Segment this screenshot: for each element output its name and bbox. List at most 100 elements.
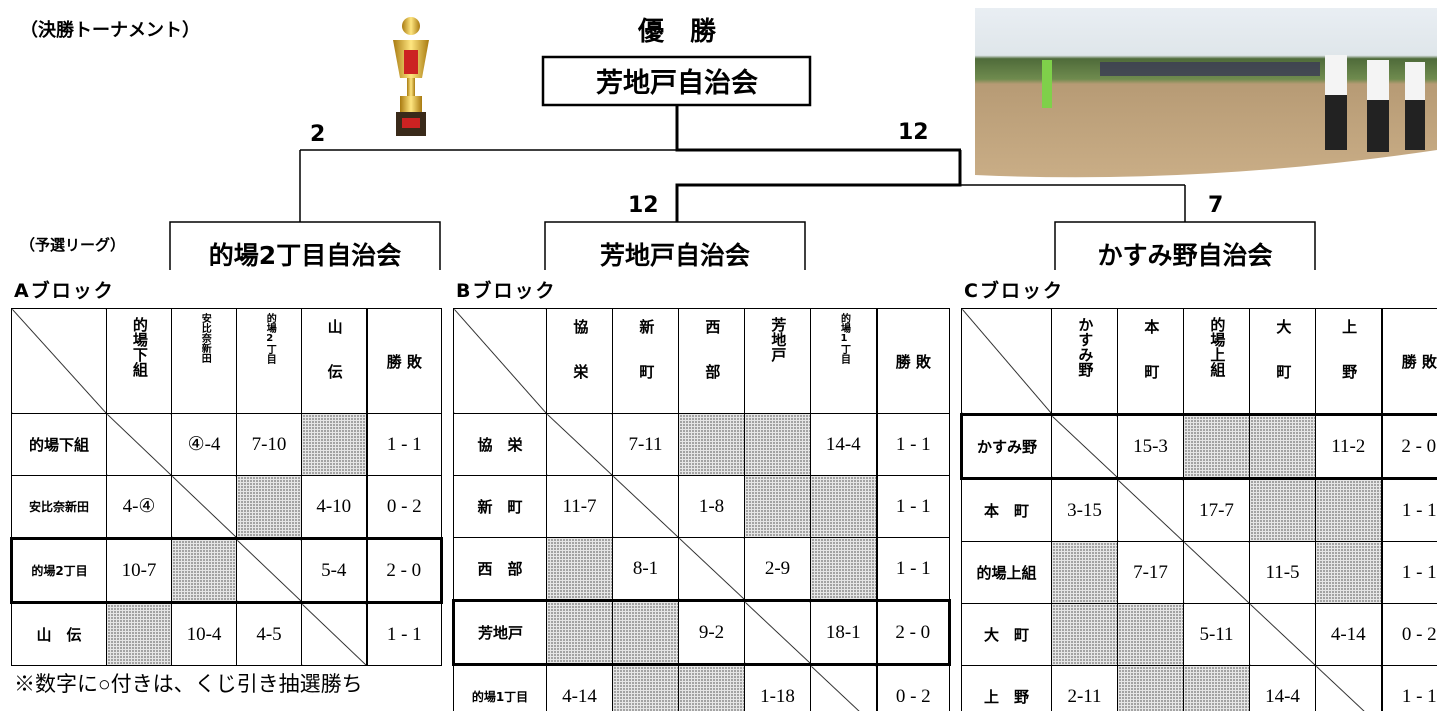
column-label: 協栄 <box>571 319 590 409</box>
no-match-cell <box>1315 478 1382 542</box>
no-match-cell <box>1315 541 1382 604</box>
team-label: 上 野 <box>961 665 1052 711</box>
no-match-cell <box>612 599 679 666</box>
diagonal-cell <box>744 599 811 666</box>
diagonal-cell <box>236 537 302 604</box>
no-match-cell <box>546 537 613 601</box>
column-label: かすみ野 <box>1076 317 1095 377</box>
no-match-cell <box>1249 413 1316 480</box>
score-cell: 17-7 <box>1183 478 1250 542</box>
finalist: 芳地戸自治会 <box>600 241 750 270</box>
column-label: 的場上組 <box>1208 317 1227 377</box>
result-cell: 0 - 2 <box>875 664 950 711</box>
no-match-cell <box>1051 603 1118 666</box>
score-cell: 4-④ <box>106 475 172 539</box>
team-row: 新 町 11-7 1-8 1 - 1 <box>453 475 950 538</box>
result-cell: 1 - 1 <box>875 475 950 538</box>
result-cell: 1 - 1 <box>875 537 950 601</box>
bracket-lines <box>169 55 1316 270</box>
result-header-text: 勝 敗 <box>1401 352 1437 371</box>
league-table: 的場下組 安比奈新田 的場2丁目 山伝勝 敗的場下組 ④-4 7-10 1 - 1 安比奈新田… <box>10 308 443 666</box>
score-cell: 5-11 <box>1183 603 1250 666</box>
column-header: 的場2丁目 <box>236 308 302 414</box>
score-cell: 10-7 <box>106 537 172 604</box>
result-header: 勝 敗 <box>365 308 442 414</box>
no-match-cell <box>1051 541 1118 604</box>
column-header: 的場1丁目 <box>810 308 877 414</box>
team-row: 的場下組 ④-4 7-10 1 - 1 <box>11 413 442 476</box>
column-header: 芳地戸 <box>744 308 811 414</box>
diagonal-cell <box>1183 541 1250 604</box>
header-row: かすみ野 本町 的場上組 大町 上野 勝 敗 <box>961 308 1437 415</box>
block-title: Aブロック <box>14 280 115 302</box>
team-label: 山 伝 <box>11 602 107 666</box>
result-cell: 1 - 1 <box>1380 541 1437 604</box>
team-label: 的場1丁目 <box>453 664 547 711</box>
league-label: （予選リーグ） <box>20 236 125 254</box>
column-header: 的場下組 <box>106 308 172 414</box>
team-label: 新 町 <box>453 475 547 538</box>
no-match-cell <box>301 413 367 476</box>
diagonal-cell <box>678 537 745 601</box>
column-label: 大町 <box>1274 319 1293 409</box>
score-cell: 9-2 <box>678 599 745 666</box>
column-label: 的場1丁目 <box>838 313 850 364</box>
team-label: 西 部 <box>453 537 547 601</box>
no-match-cell <box>1183 413 1250 480</box>
no-match-cell <box>678 413 745 476</box>
no-match-cell <box>744 413 811 476</box>
score-cell: 10-4 <box>171 602 237 666</box>
result-header-text: 勝 敗 <box>895 352 931 371</box>
result-header-text: 勝 敗 <box>386 352 422 371</box>
no-match-cell <box>1183 665 1250 711</box>
score-cell: 5-4 <box>301 537 367 604</box>
final-label: （決勝トーナメント） <box>20 19 200 41</box>
score-cell: 2-11 <box>1051 665 1118 711</box>
diagonal-cell <box>301 602 367 666</box>
team-row: 山 伝 10-4 4-5 1 - 1 <box>11 602 442 666</box>
no-match-cell <box>810 475 877 538</box>
result-cell: 1 - 1 <box>1380 478 1437 542</box>
result-cell: 1 - 1 <box>365 413 442 476</box>
diagonal-cell <box>810 664 877 711</box>
no-match-cell <box>1117 665 1184 711</box>
column-header: 的場上組 <box>1183 308 1250 415</box>
champion: 芳地戸自治会 <box>596 67 758 99</box>
column-label: 上野 <box>1340 319 1359 409</box>
diagonal-cell <box>106 413 172 476</box>
block-title: Bブロック <box>456 280 557 302</box>
header-row: 協栄 新町 西部 芳地戸 的場1丁目勝 敗 <box>453 308 950 414</box>
score: 2 <box>310 122 325 147</box>
column-header: 協栄 <box>546 308 613 414</box>
column-label: 的場下組 <box>130 317 149 377</box>
score: 7 <box>1208 193 1223 218</box>
team-label: 安比奈新田 <box>11 475 107 539</box>
team-row: 本 町 3-15 17-7 1 - 1 <box>961 478 1437 542</box>
team-row: 上 野 2-11 14-4 1 - 1 <box>961 665 1437 711</box>
score-cell: 18-1 <box>810 599 877 666</box>
no-match-cell <box>1249 478 1316 542</box>
block-title: Cブロック <box>964 280 1064 302</box>
team-row: 的場2丁目 10-7 5-4 2 - 0 <box>10 537 443 604</box>
team-row: 的場1丁目 4-14 1-18 0 - 2 <box>453 664 950 711</box>
no-match-cell <box>612 664 679 711</box>
column-label: 山伝 <box>325 319 344 409</box>
team-label: 協 栄 <box>453 413 547 476</box>
corner <box>453 308 547 414</box>
team-row: 大 町 5-11 4-14 0 - 2 <box>961 603 1437 666</box>
no-match-cell <box>1117 603 1184 666</box>
result-cell: 2 - 0 <box>365 537 443 604</box>
score-cell: 11-5 <box>1249 541 1316 604</box>
column-label: 西部 <box>703 319 722 409</box>
finalist: かすみ野自治会 <box>1097 241 1272 270</box>
column-header: 本町 <box>1117 308 1184 415</box>
result-cell: 2 - 0 <box>875 599 951 666</box>
team-label: 本 町 <box>961 478 1052 542</box>
diagonal-cell <box>1051 413 1118 480</box>
result-cell: 1 - 1 <box>1380 665 1437 711</box>
no-match-cell <box>106 602 172 666</box>
result-header: 勝 敗 <box>875 308 950 414</box>
